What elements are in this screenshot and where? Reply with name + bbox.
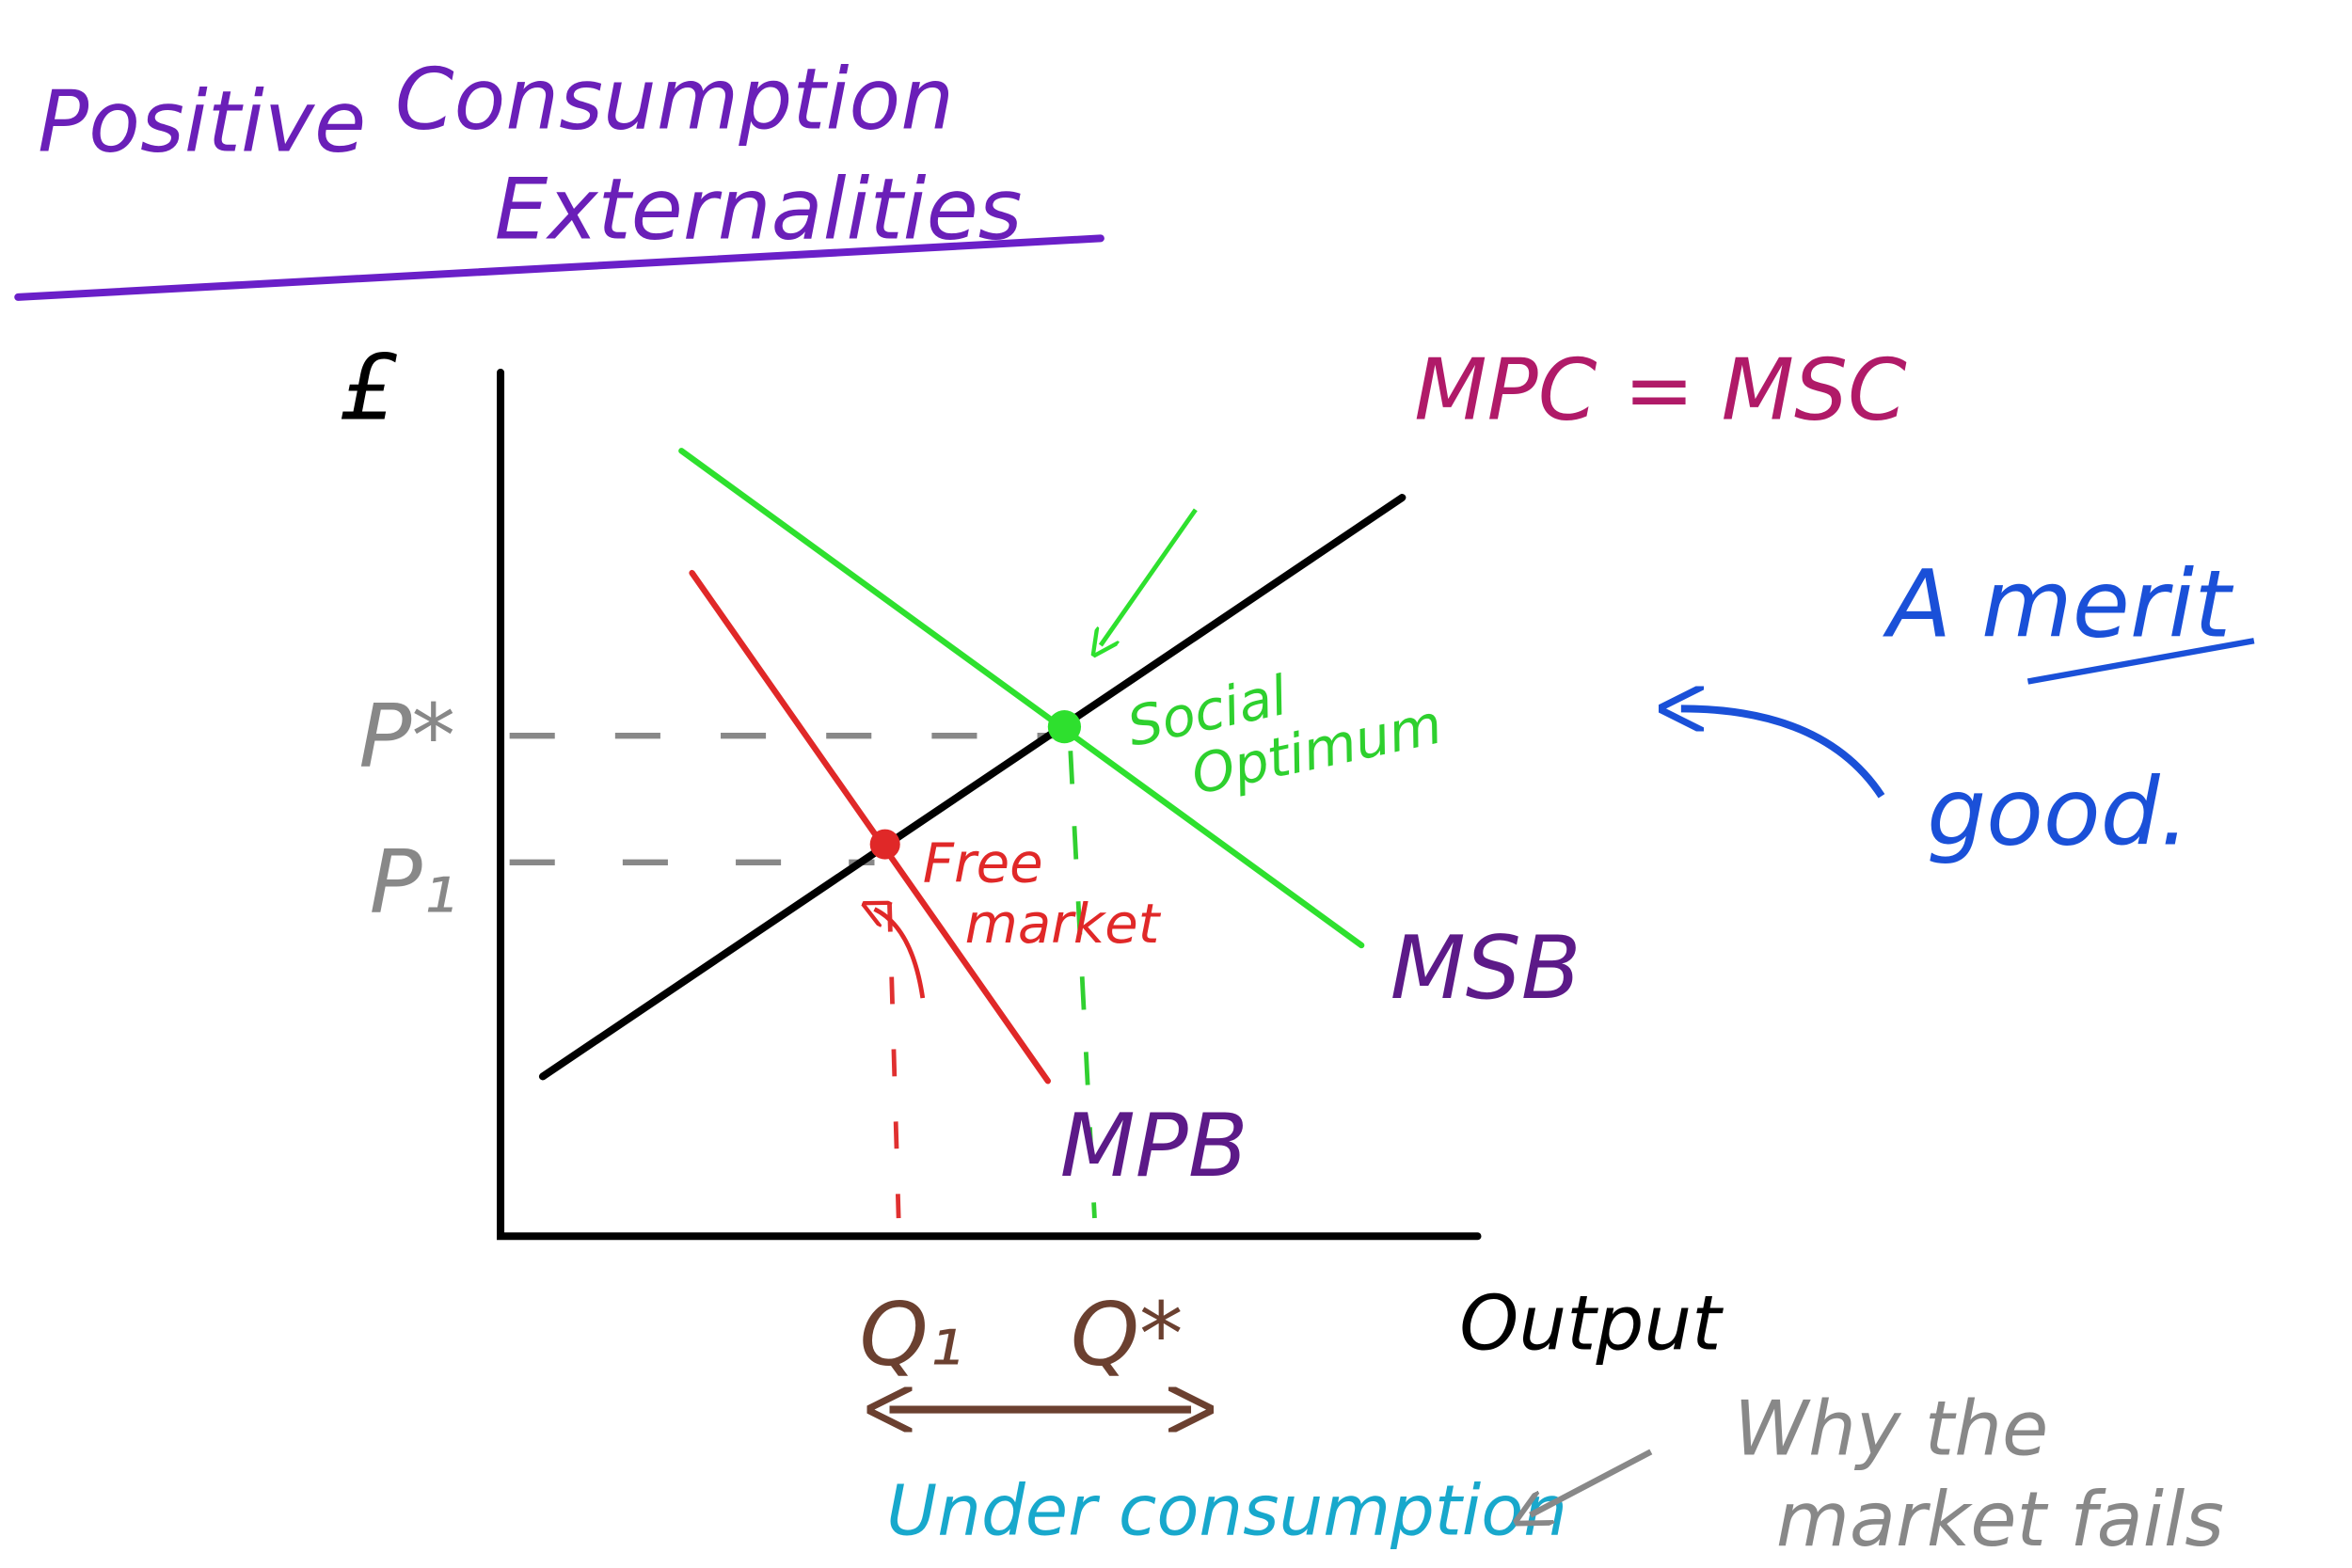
note: Under consumption: [886, 1472, 1567, 1552]
msb-curve: [678, 448, 1365, 949]
note: market fails: [1776, 1476, 2224, 1563]
pointer-arrow: [1101, 508, 1198, 645]
price-label: P*: [358, 685, 455, 786]
title-underline: [14, 234, 1104, 301]
title-word: Consumption: [395, 51, 954, 149]
note-arrow: [1681, 708, 1885, 799]
price-label: P₁: [370, 832, 457, 933]
curve-label: MPB: [1060, 1095, 1248, 1196]
note: A merit: [1882, 550, 2233, 658]
pointer-arrow: [874, 910, 926, 999]
y-axis-label: £: [340, 336, 398, 441]
point-label: market: [965, 892, 1162, 956]
point-label: Free: [923, 832, 1043, 895]
curve-label: MPC = MSC: [1414, 342, 1907, 440]
title-word: Externalities: [495, 161, 1023, 259]
note-arrow: [1531, 1449, 1653, 1514]
curve-label: MSB: [1391, 917, 1581, 1019]
title-word: Positive: [38, 73, 366, 171]
x-axis-label: Output: [1459, 1279, 1724, 1367]
supply-curve: [538, 494, 1406, 1081]
quantity-label: Q*: [1071, 1283, 1184, 1385]
note: Why the: [1734, 1386, 2048, 1473]
quantity-label: Q₁: [859, 1283, 962, 1385]
optimum-point: [1047, 709, 1082, 744]
note: good.: [1927, 759, 2189, 867]
axes: [497, 368, 1482, 1241]
market-point: [869, 829, 900, 860]
guide-line: [1068, 751, 1097, 1219]
guide-line: [887, 904, 901, 1219]
note-underline: [2026, 638, 2255, 685]
mpb-curve: [689, 569, 1051, 1085]
